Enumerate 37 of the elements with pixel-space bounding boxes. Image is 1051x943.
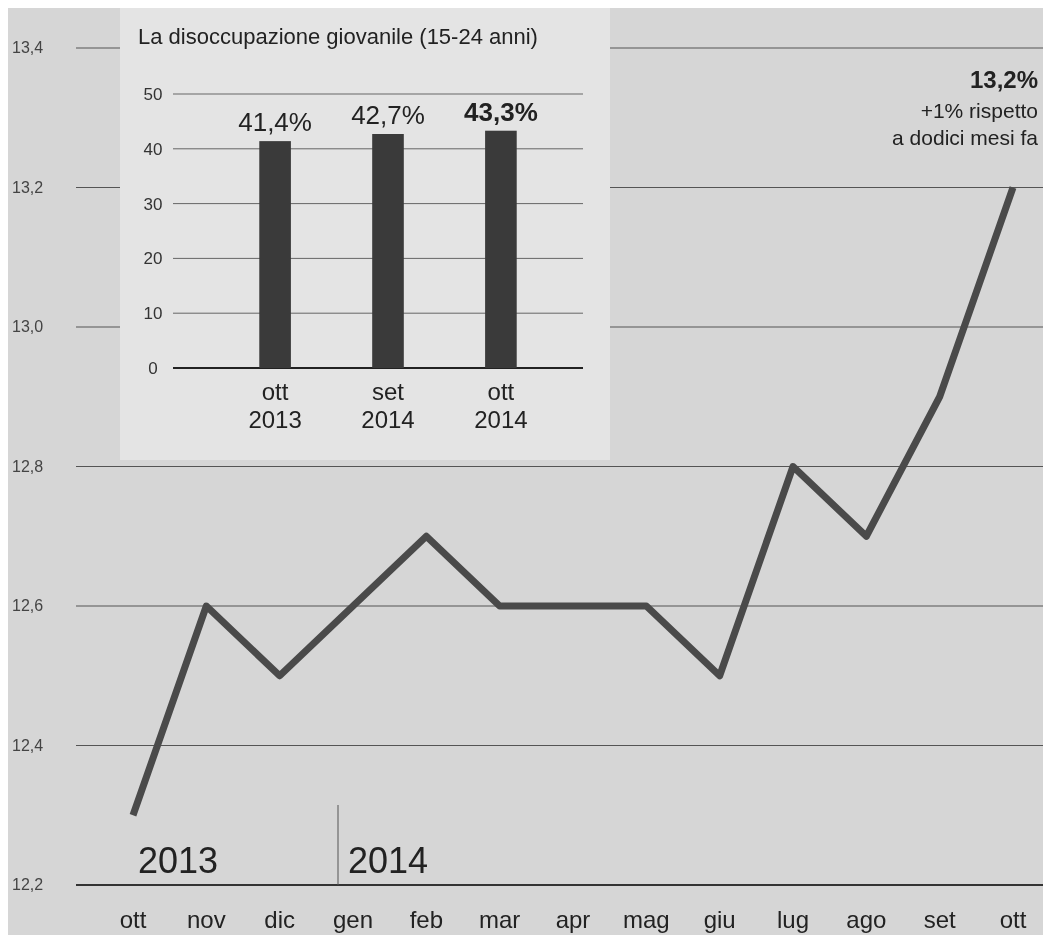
x-tick-label: set xyxy=(923,906,957,933)
y-tick-label: 12,4 xyxy=(12,736,44,754)
y-tick-label: 50 xyxy=(143,85,163,104)
x-tick-label: ago xyxy=(846,906,887,933)
y-tick-label: 13,4 xyxy=(12,39,44,56)
data-label: 41,4% xyxy=(238,107,312,138)
x-tick-label: gen xyxy=(332,906,374,933)
y-tick-label: 0 xyxy=(148,359,158,378)
y-tick-label: 12,6 xyxy=(12,597,44,614)
x-tick-label: ott 2013 xyxy=(248,378,302,433)
x-tick-label: apr xyxy=(555,906,591,933)
y-tick-label: 12,8 xyxy=(12,457,44,475)
y-tick-label: 30 xyxy=(143,194,163,214)
data-label: 42,7% xyxy=(351,100,425,130)
y-tick-label: 13,0 xyxy=(12,318,44,335)
x-tick-label: nov xyxy=(186,906,226,933)
x-tick-label: ott xyxy=(119,906,147,933)
x-tick-label: feb xyxy=(409,906,444,933)
x-tick-label: lug xyxy=(776,906,810,933)
x-tick-label: dic xyxy=(264,906,296,933)
y-tick-label: 20 xyxy=(143,249,163,269)
x-tick-label: mag xyxy=(622,906,670,933)
annotation: 2014 xyxy=(348,840,429,881)
x-tick-label: giu xyxy=(703,906,736,933)
x-tick-label: mar xyxy=(478,906,521,933)
x-tick-label: ott 2014 xyxy=(474,378,528,433)
x-tick-label: set 2014 xyxy=(361,378,415,433)
data-label: 43,3% xyxy=(464,96,538,127)
y-tick-label: 10 xyxy=(143,304,163,324)
y-tick-label: 12,2 xyxy=(12,876,44,893)
y-tick-label: 40 xyxy=(143,139,163,159)
x-tick-label: ott xyxy=(999,906,1027,933)
annotation: 2013 xyxy=(138,840,219,881)
annotation: 13,2% xyxy=(969,66,1038,93)
chart-title: La disoccupazione giovanile (15-24 anni) xyxy=(138,24,538,49)
y-tick-label: 13,2 xyxy=(12,178,44,196)
annotation: +1% rispetto a dodici mesi fa xyxy=(892,99,1039,149)
